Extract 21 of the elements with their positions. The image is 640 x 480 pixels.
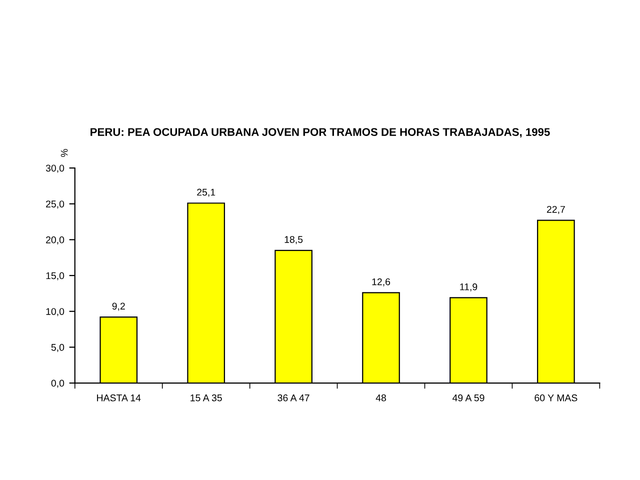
y-tick-label: 10,0 xyxy=(46,308,64,316)
x-tick-label: 60 Y MAS xyxy=(534,394,578,402)
x-tick-label: HASTA 14 xyxy=(97,394,141,402)
y-axis-title: % xyxy=(60,148,68,157)
y-tick-label: 0,0 xyxy=(51,380,64,388)
y-tick-label: 30,0 xyxy=(46,164,64,173)
data-label: 25,1 xyxy=(197,188,216,197)
data-label: 18,5 xyxy=(284,236,303,244)
x-tick-label: 49 A 59 xyxy=(452,394,484,402)
data-label: 9,2 xyxy=(112,302,125,311)
data-label: 12,6 xyxy=(372,278,390,286)
y-tick-label: 20,0 xyxy=(46,236,64,244)
x-tick-label: 36 A 47 xyxy=(278,394,310,402)
x-tick-label: 15 A 35 xyxy=(190,394,222,402)
y-tick-label: 25,0 xyxy=(46,200,64,209)
data-label: 11,9 xyxy=(460,283,478,292)
chart-title: PERU: PEA OCUPADA URBANA JOVEN POR TRAMOS DE HORAS TRABAJADAS, 1995 xyxy=(90,128,550,138)
y-tick-label: 5,0 xyxy=(51,344,64,352)
x-tick-label: 48 xyxy=(376,394,386,402)
data-label: 22,7 xyxy=(546,206,565,214)
y-tick-label: 15,0 xyxy=(46,272,64,280)
